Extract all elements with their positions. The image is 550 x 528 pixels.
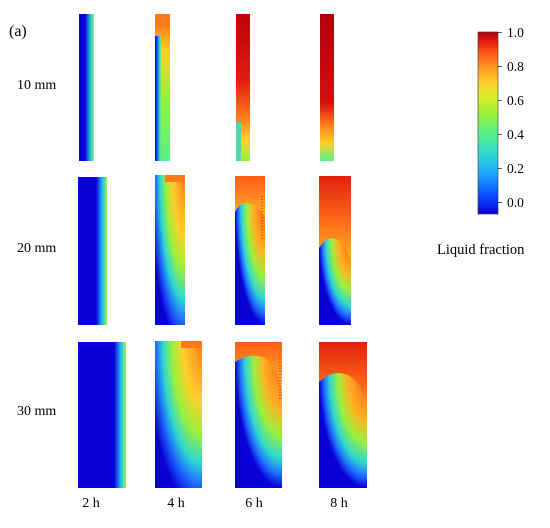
column-label-6h: 6 h bbox=[245, 496, 263, 511]
cell-10mm-6h bbox=[236, 14, 250, 161]
colorbar-tick-0-2: 0.2 bbox=[507, 161, 524, 176]
colorbar-title: Liquid fraction bbox=[437, 242, 525, 258]
row-label-20mm: 20 mm bbox=[17, 241, 57, 256]
cell-30mm-2h bbox=[78, 342, 126, 488]
cell-10mm-4h bbox=[155, 14, 170, 161]
colorbar-tick-0-4: 0.4 bbox=[507, 127, 524, 142]
row-label-30mm: 30 mm bbox=[17, 404, 57, 419]
cell-30mm-4h bbox=[155, 341, 202, 488]
colorbar-tick-1-0: 1.0 bbox=[507, 25, 524, 40]
cell-20mm-4h bbox=[155, 175, 185, 325]
column-label-8h: 8 h bbox=[330, 496, 348, 511]
cell-30mm-6h bbox=[235, 342, 282, 488]
column-label-4h: 4 h bbox=[167, 496, 185, 511]
cell-10mm-8h bbox=[320, 14, 334, 161]
colorbar-tick-0-6: 0.6 bbox=[507, 93, 524, 108]
colorbar bbox=[477, 31, 502, 215]
column-label-2h: 2 h bbox=[82, 496, 100, 511]
cell-30mm-8h bbox=[319, 342, 367, 488]
cell-20mm-2h bbox=[78, 177, 107, 325]
cell-20mm-8h bbox=[319, 176, 351, 325]
colorbar-tick-0-8: 0.8 bbox=[507, 59, 524, 74]
row-label-10mm: 10 mm bbox=[17, 78, 57, 93]
colorbar-tick-0-0: 0.0 bbox=[507, 195, 524, 210]
cell-20mm-6h bbox=[235, 176, 265, 325]
panel-label: (a) bbox=[9, 23, 27, 40]
cell-10mm-2h bbox=[79, 14, 94, 161]
